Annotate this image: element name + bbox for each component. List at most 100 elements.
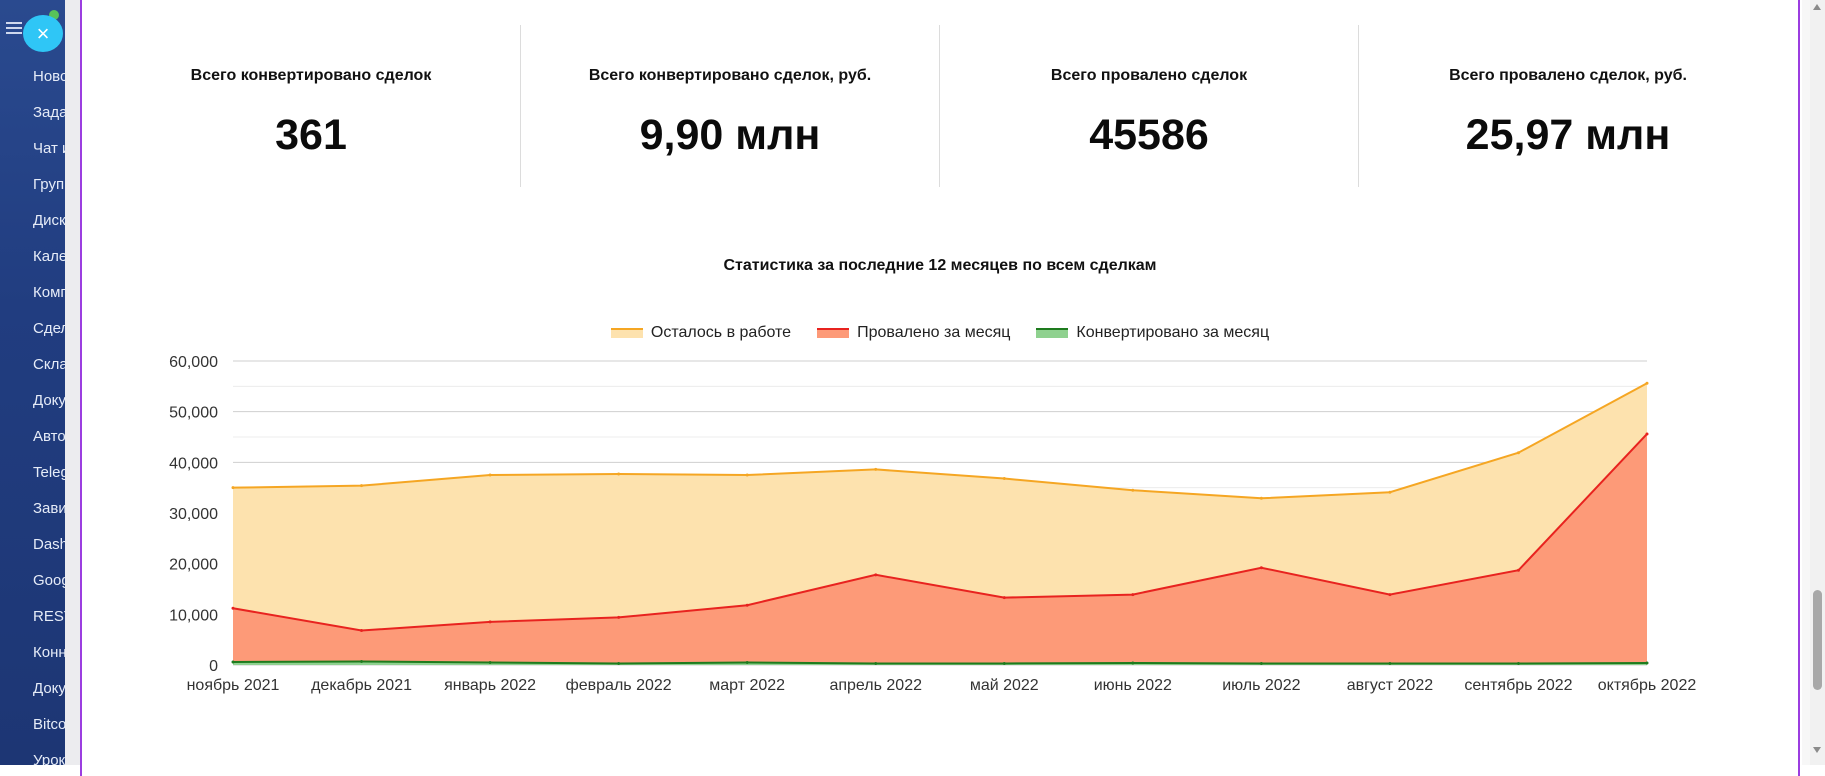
point-in-work bbox=[1388, 490, 1392, 494]
legend-item-in-work[interactable]: Осталось в работе bbox=[610, 324, 792, 342]
kpi-converted-rub: Всего конвертировано сделок, руб. 9,90 м… bbox=[520, 25, 939, 187]
page-gutter bbox=[65, 0, 80, 765]
scroll-up-arrow-icon[interactable] bbox=[1813, 4, 1821, 10]
kpi-label: Всего конвертировано сделок bbox=[190, 67, 432, 84]
point-failed bbox=[231, 606, 235, 610]
sidebar-item[interactable]: Сдел bbox=[33, 320, 65, 337]
kpi-row: Всего конвертировано сделок 361 Всего ко… bbox=[102, 25, 1777, 187]
y-tick-label: 10,000 bbox=[169, 607, 218, 624]
point-converted bbox=[1388, 661, 1392, 665]
point-failed bbox=[1131, 593, 1135, 597]
x-tick-label: февраль 2022 bbox=[566, 677, 672, 694]
sidebar-item[interactable]: Комп bbox=[33, 284, 65, 301]
legend-label: Осталось в работе bbox=[650, 324, 792, 341]
point-converted bbox=[1516, 661, 1520, 665]
point-converted bbox=[1645, 661, 1649, 665]
x-tick-label: декабрь 2021 bbox=[311, 677, 412, 694]
point-failed bbox=[617, 615, 621, 619]
point-converted bbox=[231, 660, 235, 664]
point-failed bbox=[488, 620, 492, 624]
point-in-work bbox=[1645, 381, 1649, 385]
point-converted bbox=[360, 659, 364, 663]
y-tick-label: 0 bbox=[209, 658, 218, 675]
legend-swatch bbox=[1036, 328, 1069, 338]
scroll-down-arrow-icon[interactable] bbox=[1813, 747, 1821, 753]
x-tick-label: август 2022 bbox=[1347, 677, 1434, 694]
x-tick-label: май 2022 bbox=[970, 677, 1039, 694]
point-in-work bbox=[1259, 496, 1263, 500]
close-button[interactable]: × bbox=[23, 15, 63, 52]
point-converted bbox=[1259, 661, 1263, 665]
sidebar-item[interactable]: Доку bbox=[33, 392, 65, 409]
point-in-work bbox=[1516, 451, 1520, 455]
point-failed bbox=[1388, 593, 1392, 597]
sidebar-item[interactable]: Конн bbox=[33, 644, 65, 661]
chart-title: Статистика за последние 12 месяцев по вс… bbox=[723, 257, 1157, 274]
kpi-converted-count: Всего конвертировано сделок 361 bbox=[102, 25, 520, 187]
area-failed bbox=[233, 433, 1647, 665]
sidebar-item[interactable]: Доку bbox=[33, 680, 65, 697]
point-converted bbox=[745, 660, 749, 664]
x-tick-label: сентябрь 2022 bbox=[1464, 677, 1572, 694]
x-tick-label: ноябрь 2021 bbox=[187, 677, 280, 694]
kpi-value: 9,90 млн bbox=[639, 111, 821, 159]
line-converted bbox=[232, 660, 1648, 665]
sidebar-item[interactable]: Bitco bbox=[33, 716, 65, 733]
line-failed bbox=[232, 433, 1648, 632]
x-tick-label: июль 2022 bbox=[1222, 677, 1300, 694]
point-converted bbox=[1131, 661, 1135, 665]
sidebar-item[interactable]: Скла bbox=[33, 356, 65, 373]
point-in-work bbox=[745, 473, 749, 477]
legend-item-failed[interactable]: Провалено за месяц bbox=[817, 324, 1010, 342]
right-gutter bbox=[1802, 0, 1810, 765]
y-tick-label: 30,000 bbox=[169, 506, 218, 523]
scroll-thumb[interactable] bbox=[1813, 590, 1822, 690]
sidebar-item[interactable]: Dash bbox=[33, 536, 65, 553]
point-in-work bbox=[874, 467, 878, 471]
sidebar: × Ново Зада Чат и Груп Диск Кале Комп Сдел Скла Д… bbox=[0, 0, 65, 765]
sidebar-item[interactable]: Груп bbox=[33, 176, 65, 193]
x-tick-label: октябрь 2022 bbox=[1598, 677, 1697, 694]
sidebar-item[interactable]: Урок bbox=[33, 752, 65, 765]
point-in-work bbox=[1131, 488, 1135, 492]
area-chart: 0 10,000 20,000 30,000 40,000 50,000 60,000 ноя… bbox=[169, 354, 1697, 694]
sidebar-item[interactable]: Чат и bbox=[33, 140, 65, 157]
x-tick-label: март 2022 bbox=[709, 677, 785, 694]
y-tick-label: 50,000 bbox=[169, 405, 218, 422]
x-tick-label: апрель 2022 bbox=[829, 677, 922, 694]
y-tick-label: 40,000 bbox=[169, 455, 218, 472]
menu-icon[interactable] bbox=[6, 22, 22, 36]
kpi-value: 25,97 млн bbox=[1465, 111, 1671, 159]
kpi-value: 361 bbox=[275, 111, 347, 159]
point-failed bbox=[360, 629, 364, 633]
line-in-work bbox=[232, 382, 1648, 500]
point-failed bbox=[745, 603, 749, 607]
point-failed bbox=[1516, 568, 1520, 572]
sidebar-item[interactable]: Авто bbox=[33, 428, 65, 445]
sidebar-item[interactable]: Кале bbox=[33, 248, 65, 265]
point-in-work bbox=[231, 486, 235, 490]
point-converted bbox=[1002, 661, 1006, 665]
sidebar-item[interactable]: Зави bbox=[33, 500, 65, 517]
point-in-work bbox=[1002, 477, 1006, 481]
sidebar-item[interactable]: REST bbox=[33, 608, 65, 625]
point-in-work bbox=[617, 472, 621, 476]
sidebar-item[interactable]: Зада bbox=[33, 104, 65, 121]
sidebar-item[interactable]: Teleg bbox=[33, 464, 65, 481]
point-converted bbox=[617, 661, 621, 665]
legend-item-converted[interactable]: Конвертировано за месяц bbox=[1036, 324, 1269, 342]
scrollbar[interactable] bbox=[1810, 0, 1825, 765]
legend-label: Провалено за месяц bbox=[857, 324, 1011, 341]
kpi-value: 45586 bbox=[1089, 111, 1209, 159]
point-converted bbox=[874, 661, 878, 665]
chart-legend: Осталось в работе Провалено за месяц Кон… bbox=[80, 324, 1800, 342]
point-in-work bbox=[488, 473, 492, 477]
x-tick-label: январь 2022 bbox=[444, 677, 536, 694]
y-tick-label: 60,000 bbox=[169, 354, 218, 371]
sidebar-item[interactable]: Ново bbox=[33, 68, 65, 85]
sidebar-item[interactable]: Диск bbox=[33, 212, 65, 229]
kpi-label: Всего провалено сделок bbox=[1050, 67, 1248, 84]
legend-swatch bbox=[610, 328, 643, 338]
sidebar-item[interactable]: Goog bbox=[33, 572, 65, 589]
kpi-label: Всего конвертировано сделок, руб. bbox=[588, 67, 872, 84]
